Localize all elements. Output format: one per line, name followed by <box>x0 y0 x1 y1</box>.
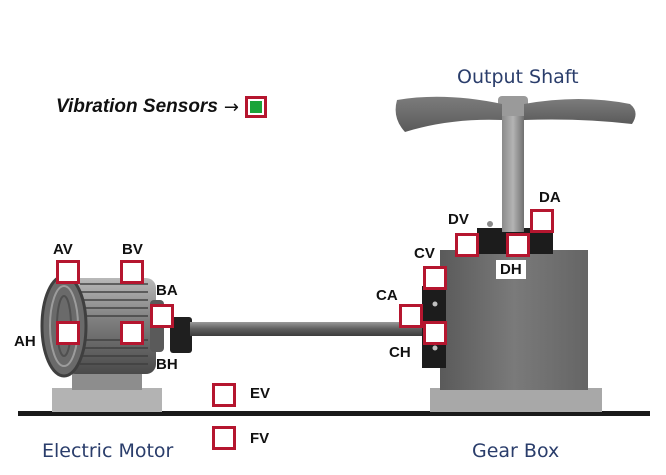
sensor-dh-marker[interactable] <box>506 233 530 257</box>
sensor-ah-marker[interactable] <box>56 321 80 345</box>
sensor-cv-marker[interactable] <box>423 266 447 290</box>
sensor-dv-marker[interactable] <box>455 233 479 257</box>
sensor-dh-label: DH <box>496 260 526 279</box>
sensor-ba-marker[interactable] <box>150 304 174 328</box>
sensor-fv-label: FV <box>250 430 270 447</box>
blade-right <box>524 99 636 124</box>
gear-box <box>395 96 636 412</box>
sensor-av-label: AV <box>53 241 73 258</box>
sensor-av-marker[interactable] <box>56 260 80 284</box>
sensor-ah-label: AH <box>14 333 36 350</box>
sensor-da-label: DA <box>539 189 561 206</box>
caption-electric-motor: Electric Motor <box>42 440 174 462</box>
blade-left <box>395 96 502 132</box>
caption-gear-box: Gear Box <box>472 440 560 462</box>
output-shaft <box>502 108 524 232</box>
sensor-ev-label: EV <box>250 385 271 402</box>
ground-line <box>18 411 650 416</box>
coupling <box>170 317 192 353</box>
legend-label: Vibration Sensors <box>56 96 218 117</box>
drive-shaft <box>190 322 430 336</box>
sensor-ev-marker[interactable] <box>212 383 236 407</box>
sensor-legend-icon <box>244 96 267 118</box>
sensor-da-marker[interactable] <box>530 209 554 233</box>
sensor-ch-marker[interactable] <box>423 321 447 345</box>
motor-body <box>66 278 156 374</box>
motor-base <box>52 388 162 412</box>
sensor-ca-label: CA <box>376 287 398 304</box>
sensor-bh-label: BH <box>156 356 178 373</box>
sensor-dv-label: DV <box>448 211 469 228</box>
sensor-fv-marker[interactable] <box>212 426 236 450</box>
sensor-ba-label: BA <box>156 282 178 299</box>
arrow-right-icon: → <box>223 96 239 118</box>
sensor-bv-label: BV <box>122 241 143 258</box>
caption-output-shaft: Output Shaft <box>457 66 579 88</box>
sensor-cv-label: CV <box>414 245 435 262</box>
sensor-bv-marker[interactable] <box>120 260 144 284</box>
sensor-ca-marker[interactable] <box>399 304 423 328</box>
sensor-ch-label: CH <box>389 344 411 361</box>
gearbox-base <box>430 388 602 412</box>
legend: Vibration Sensors → <box>56 96 267 118</box>
sensor-bh-marker[interactable] <box>120 321 144 345</box>
